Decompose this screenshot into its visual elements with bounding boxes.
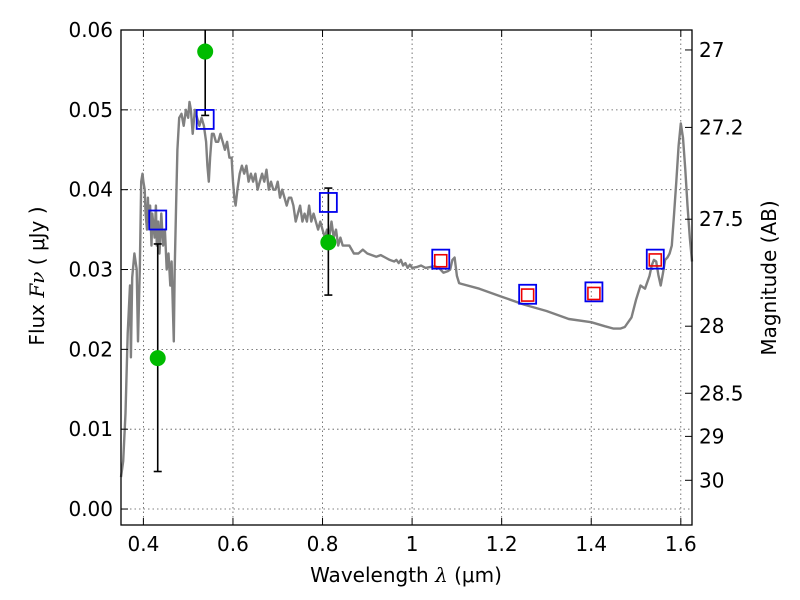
- y-tick-label: 0.05: [68, 98, 113, 122]
- markers: [148, 43, 665, 367]
- y2-tick-label: 27.5: [699, 207, 744, 231]
- grid: [121, 29, 692, 525]
- blue-square-marker: [431, 248, 451, 270]
- y-axis-title: Flux Fν ( μJy ): [25, 206, 49, 345]
- y-tick-label: 0.06: [68, 18, 113, 42]
- y-tick-label: 0.02: [68, 337, 113, 361]
- blue-square-marker: [518, 283, 538, 305]
- x-tick-label: 1.6: [665, 532, 697, 556]
- green-circle-marker: [197, 43, 214, 60]
- y2-tick-label: 27.2: [699, 115, 744, 139]
- green-circle-marker: [320, 234, 337, 251]
- x-tick-label: 1: [406, 532, 419, 556]
- x-axis-title: Wavelength λ (μm): [310, 563, 502, 587]
- x-tick-label: 1.2: [486, 532, 518, 556]
- x-tick-label: 1.4: [575, 532, 607, 556]
- blue-square-marker: [195, 109, 215, 130]
- red-square-marker: [433, 253, 448, 268]
- x-tick-label: 0.4: [127, 532, 159, 556]
- x-tick-label: 0.6: [217, 532, 249, 556]
- plot-frame: [120, 29, 693, 526]
- error-bars: [153, 30, 333, 473]
- sed-line: [119, 100, 694, 478]
- y2-tick-label: 28: [699, 314, 724, 338]
- sed-layer: [119, 100, 694, 478]
- y-tick-label: 0.00: [68, 497, 113, 521]
- y2-tick-label: 27: [699, 38, 724, 62]
- blue-square-marker: [584, 281, 604, 303]
- y2-tick-label: 29: [699, 424, 724, 448]
- blue-square-marker: [148, 209, 168, 231]
- ticks: [121, 29, 692, 525]
- y-tick-label: 0.01: [68, 417, 113, 441]
- y2-axis-title: Magnitude (AB): [757, 200, 781, 355]
- tick-labels: 0.4 0.6 0.8 1 1.2 1.4 1.6 0.00 0.01 0.02 0.03 0.04 0…: [68, 18, 743, 556]
- y-tick-label: 0.04: [68, 178, 113, 202]
- y-tick-label: 0.03: [68, 258, 113, 282]
- red-square-marker: [648, 253, 663, 267]
- blue-square-marker: [318, 192, 338, 213]
- y2-tick-label: 30: [699, 468, 724, 492]
- red-square-marker: [587, 286, 601, 301]
- blue-square-marker: [645, 248, 665, 270]
- x-tick-label: 0.8: [307, 532, 339, 556]
- green-circle-marker: [149, 350, 166, 367]
- red-square-marker: [520, 288, 535, 302]
- y2-tick-label: 28.5: [699, 381, 744, 405]
